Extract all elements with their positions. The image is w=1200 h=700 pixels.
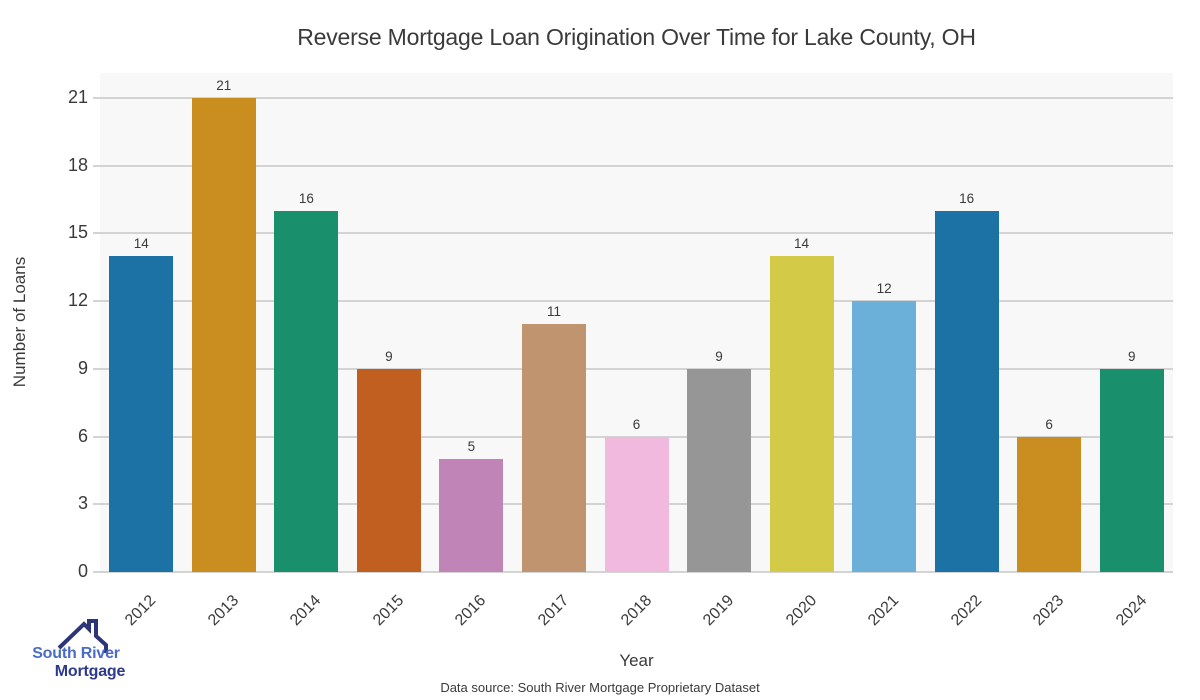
gridline <box>100 435 1173 438</box>
gridline <box>100 164 1173 167</box>
y-tick-mark <box>93 435 100 438</box>
bar-value-label: 16 <box>298 190 314 206</box>
x-tick-label: 2013 <box>204 592 243 630</box>
y-tick-label: 9 <box>77 357 88 378</box>
plot-area: 14 21 16 9 5 11 6 9 14 12 16 6 9 <box>100 73 1173 573</box>
gridline <box>100 96 1173 99</box>
bar-value-label: 9 <box>1127 348 1136 364</box>
bar-value-label: 9 <box>715 348 723 364</box>
bar-value-label: 6 <box>632 416 641 432</box>
x-tick-label: 2020 <box>782 592 820 630</box>
y-tick-label: 18 <box>67 154 88 175</box>
bar-2015: 9 <box>356 349 421 572</box>
bar-2024: 9 <box>1099 349 1164 572</box>
y-tick-label: 15 <box>67 222 88 243</box>
bar-2022: 16 <box>934 191 999 572</box>
bar-value-label: 9 <box>385 348 393 364</box>
bar-value-label: 14 <box>794 235 810 251</box>
logo-text-south-river: South River <box>32 645 120 662</box>
x-axis-title: Year <box>619 651 654 670</box>
x-tick-label: 2018 <box>617 592 655 630</box>
bar-value-label: 11 <box>546 303 561 319</box>
gridline <box>100 367 1173 370</box>
y-tick-label: 21 <box>67 86 88 107</box>
y-tick-label: 12 <box>67 290 88 311</box>
x-tick-label: 2019 <box>700 592 738 630</box>
y-tick-mark <box>93 232 100 235</box>
x-tick-label: 2014 <box>287 592 325 630</box>
y-tick-mark <box>93 300 100 303</box>
bar-2023: 6 <box>1017 417 1082 572</box>
y-tick-label: 0 <box>77 561 88 581</box>
bar-2020: 14 <box>769 236 834 572</box>
y-axis-title: Number of Loans <box>10 256 29 388</box>
bar-value-label: 16 <box>959 190 975 206</box>
bar-2017: 11 <box>521 304 586 572</box>
y-tick-mark <box>93 96 100 99</box>
bar-value-label: 12 <box>876 281 892 297</box>
y-tick-mark <box>93 571 100 573</box>
y-tick-mark <box>93 503 100 506</box>
bar-2019: 9 <box>687 349 752 572</box>
y-tick-mark <box>93 367 100 370</box>
chart-title: Reverse Mortgage Loan Origination Over T… <box>297 24 976 50</box>
bar-value-label: 14 <box>133 235 149 251</box>
logo-text-mortgage: Mortgage <box>54 663 126 680</box>
gridline <box>100 571 1173 573</box>
x-tick-label: 2015 <box>369 592 408 630</box>
y-tick-mark <box>93 164 100 167</box>
gridline <box>100 300 1173 303</box>
house-roof-icon <box>57 619 108 653</box>
x-tick-label: 2017 <box>535 592 573 630</box>
bar-value-label: 21 <box>216 77 232 93</box>
bar-2021: 12 <box>852 281 917 572</box>
bar-2016: 5 <box>439 439 504 572</box>
logo: South River Mortgage <box>16 615 146 690</box>
x-tick-label: 2021 <box>865 592 903 630</box>
x-tick-label: 2022 <box>947 592 985 630</box>
bar-2018: 6 <box>604 417 669 572</box>
data-source-note: Data source: South River Mortgage Propri… <box>440 680 760 695</box>
x-tick-label: 2023 <box>1030 592 1068 630</box>
x-tick-label: 2024 <box>1112 592 1150 630</box>
bar-2012: 14 <box>109 236 174 572</box>
y-tick-label: 3 <box>77 493 88 514</box>
bar-value-label: 5 <box>467 439 476 455</box>
bar-value-label: 6 <box>1045 416 1053 432</box>
bar-2014: 16 <box>274 191 339 572</box>
bar-2013: 21 <box>191 78 256 572</box>
y-tick-label: 6 <box>77 425 88 446</box>
x-tick-label: 2016 <box>452 592 490 630</box>
gridline <box>100 232 1173 235</box>
